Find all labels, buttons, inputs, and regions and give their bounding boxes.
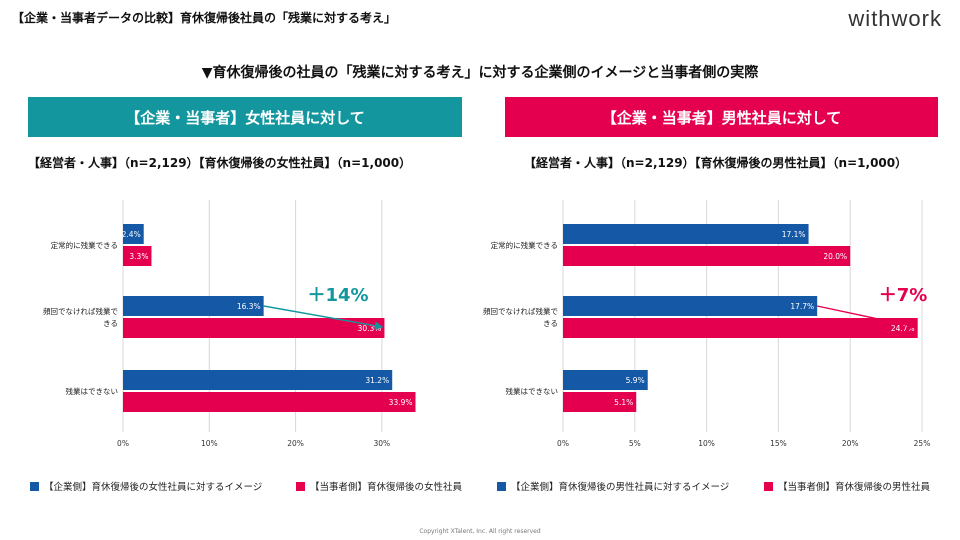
legend-female-employee: 【当事者側】育休復帰後の女性社員 [296,479,462,493]
bar [123,318,385,338]
category-label: 残業はできない [66,386,119,396]
bar-value-label: 31.2% [365,376,389,385]
bar-value-label: 2.4% [122,230,141,239]
difference-arrow [263,305,384,330]
bar [563,296,818,316]
x-tick-label: 20% [842,439,859,448]
bar-value-label: 24.7% [891,324,915,333]
male-overtime-chart: 0% 5% 10% 15% 20% 25% 定常的に残業できる頻回でなければ残業できる残業は… [483,200,931,448]
legend-label: 【企業側】育休復帰後の女性社員に対するイメージ [44,482,263,493]
copyright: Copyright XTalent, Inc. All right reserv… [419,528,541,535]
category-label: 残業はできない [506,386,559,396]
bar-value-label: 33.9% [389,398,413,407]
x-tick-label: 0% [557,439,569,448]
bar-value-label: 5.1% [614,398,633,407]
bar-value-label: 17.1% [782,230,806,239]
bar [123,224,144,244]
bar-value-label: 20.0% [823,252,847,261]
legend-male-company: 【企業側】育休復帰後の男性社員に対するイメージ [497,479,729,493]
withwork-logo: withwork [848,6,942,31]
sample-size-female: 【経営者・人事】（n=2,129）【育休復帰後の女性社員】（n=1,000） [28,156,412,170]
x-tick-label: 20% [287,439,304,448]
x-tick-label: 10% [698,439,715,448]
x-tick-label: 0% [117,439,129,448]
bar [563,370,648,390]
bar [563,246,851,266]
bar [563,318,918,338]
bar [123,392,416,412]
difference-arrow [817,305,917,330]
bar-value-label: 5.9% [626,376,645,385]
main-title: ▼育休復帰後の社員の「残業に対する考え」に対する企業側のイメージと当事者側の実際 [201,65,759,81]
difference-label: ＋7% [879,285,928,306]
bar-value-label: 3.3% [129,252,148,261]
legend-swatch-employee [764,481,773,491]
x-tick-label: 10% [201,439,218,448]
legend-swatch-company [497,481,506,491]
category-label: 定常的に残業できる [491,240,558,250]
legend-label: 【当事者側】育休復帰後の女性社員 [310,482,463,493]
category-label: 頻回でなければ残業で [483,306,558,316]
category-label: きる [543,319,558,328]
bar-value-label: 17.7% [790,302,814,311]
x-tick-label: 15% [770,439,787,448]
legend-label: 【企業側】育休復帰後の男性社員に対するイメージ [511,482,730,493]
category-label: 頻回でなければ残業で [43,306,118,316]
page-header-title: 【企業・当事者データの比較】育休復帰後社員の「残業に対する考え」 [12,11,397,25]
legend-label: 【当事者側】育休復帰後の男性社員 [778,482,931,493]
bar-value-label: 16.3% [237,302,261,311]
bar [563,224,809,244]
legend-swatch-company [30,481,39,491]
banner-male: 【企業・当事者】男性社員に対して [505,97,938,137]
x-tick-label: 25% [914,439,931,448]
bar [123,296,264,316]
bar [123,246,152,266]
legend-swatch-employee [296,481,305,491]
sample-size-male: 【経営者・人事】（n=2,129）【育休復帰後の男性社員】（n=1,000） [524,156,908,170]
category-label: きる [103,319,118,328]
bar-value-label: 30.3% [358,324,382,333]
banner-female: 【企業・当事者】女性社員に対して [28,97,462,137]
category-label: 定常的に残業できる [51,240,118,250]
bar [123,370,393,390]
legend-male-employee: 【当事者側】育休復帰後の男性社員 [764,479,930,493]
x-tick-label: 30% [374,439,391,448]
bar [563,392,637,412]
x-tick-label: 5% [629,439,641,448]
difference-label: ＋14% [307,285,368,306]
legend-female-company: 【企業側】育休復帰後の女性社員に対するイメージ [30,479,262,493]
